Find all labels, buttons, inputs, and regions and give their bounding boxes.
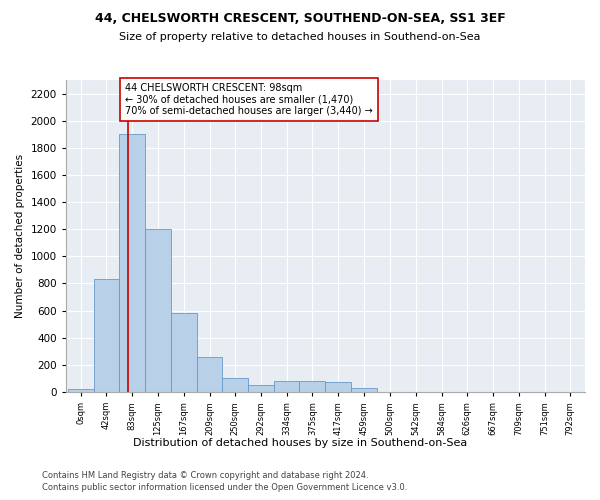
Bar (352, 388, 377, 392)
Bar (299, 381, 325, 392)
Bar (325, 382, 352, 392)
Bar (94, 280, 119, 392)
Bar (68, 390, 94, 392)
Bar (197, 356, 222, 392)
Bar (119, 134, 145, 392)
Text: Contains HM Land Registry data © Crown copyright and database right 2024.: Contains HM Land Registry data © Crown c… (42, 471, 368, 480)
Text: 44 CHELSWORTH CRESCENT: 98sqm
← 30% of detached houses are smaller (1,470)
70% o: 44 CHELSWORTH CRESCENT: 98sqm ← 30% of d… (125, 82, 373, 116)
Bar (222, 378, 248, 392)
Text: Distribution of detached houses by size in Southend-on-Sea: Distribution of detached houses by size … (133, 438, 467, 448)
Bar (171, 314, 197, 392)
Text: 44, CHELSWORTH CRESCENT, SOUTHEND-ON-SEA, SS1 3EF: 44, CHELSWORTH CRESCENT, SOUTHEND-ON-SEA… (95, 12, 505, 26)
Text: Size of property relative to detached houses in Southend-on-Sea: Size of property relative to detached ho… (119, 32, 481, 42)
Text: Contains public sector information licensed under the Open Government Licence v3: Contains public sector information licen… (42, 484, 407, 492)
Bar (248, 385, 274, 392)
Bar (145, 229, 171, 392)
Y-axis label: Number of detached properties: Number of detached properties (15, 154, 25, 318)
Bar (274, 381, 299, 392)
